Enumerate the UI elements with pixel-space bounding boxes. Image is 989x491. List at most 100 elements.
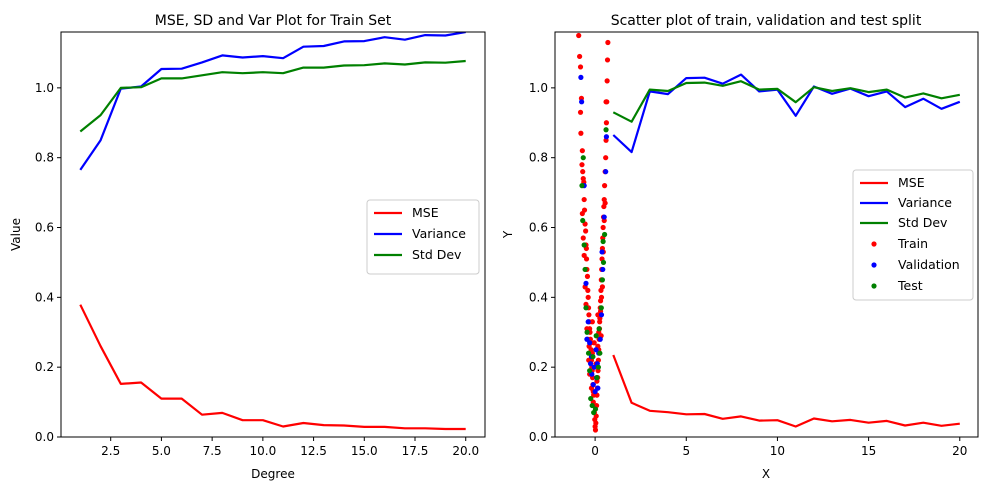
scatter-point-validation (585, 319, 591, 325)
y-tick-label: 0.8 (529, 151, 548, 165)
scatter-point-test (590, 354, 596, 360)
x-tick-label: 12.5 (300, 444, 327, 458)
scatter-point-validation (601, 214, 607, 220)
x-tick-label: 5.0 (152, 444, 171, 458)
scatter-point-test (597, 350, 603, 356)
y-tick-label: 0.4 (529, 290, 548, 304)
legend-label-mse: MSE (898, 175, 925, 190)
series-line-mse (612, 354, 960, 428)
scatter-point-train (602, 200, 608, 206)
y-tick-label: 0.6 (529, 221, 548, 235)
legend-swatch-validation (871, 262, 877, 268)
series-line-mse (79, 304, 466, 431)
scatter-point-test (600, 238, 606, 245)
scatter-point-train (578, 130, 584, 136)
y-axis-label: Value (9, 218, 23, 251)
scatter-point-train (599, 284, 606, 290)
scatter-point-validation (593, 347, 599, 353)
scatter-point-train (592, 427, 599, 433)
scatter-point-validation (587, 340, 593, 346)
scatter-point-train (604, 57, 611, 63)
scatter-point-validation (591, 364, 597, 370)
scatter-point-train (580, 235, 586, 241)
legend-swatch-test (871, 283, 877, 289)
scatter-point-train (595, 312, 601, 318)
scatter-point-validation (600, 266, 606, 273)
legend: MSE Variance Std Dev (366, 199, 480, 275)
chart-title: MSE, SD and Var Plot for Train Set (155, 13, 392, 29)
scatter-point-train (580, 169, 586, 175)
series-line-variance (79, 32, 466, 171)
x-tick-label: 15 (861, 444, 876, 458)
scatter-point-test (584, 329, 590, 335)
scatter-point-validation (587, 361, 594, 367)
y-tick-label: 0.0 (529, 430, 548, 444)
scatter-point-test (579, 183, 585, 189)
scatter-point-train (577, 53, 583, 60)
scatter-point-test (598, 305, 604, 311)
scatter-point-validation (583, 280, 589, 286)
scatter-point-validation (584, 336, 590, 342)
y-tick-label: 1.0 (529, 81, 548, 95)
axis-ticks: 2.5 5.0 7.5 10.0 12.5 15.0 17.5 20.0 0.0 0.2 0.4 0.… (35, 81, 479, 458)
legend-label-train: Train (897, 236, 928, 251)
scatter-point-train (593, 420, 599, 426)
scatter-point-train (591, 340, 597, 346)
legend-label-test: Test (897, 278, 923, 293)
x-tick-label: 7.5 (203, 444, 222, 458)
scatter-point-test (596, 326, 602, 332)
scatter-point-train (583, 228, 589, 234)
scatter-point-train (585, 287, 591, 293)
scatter-point-test (580, 217, 586, 224)
scatter-point-validation (598, 312, 605, 318)
scatter-point-train (603, 99, 609, 105)
scatter-point-test (581, 242, 587, 248)
x-tick-label: 0 (591, 444, 599, 458)
scatter-point-test (601, 231, 608, 238)
x-tick-label: 20 (952, 444, 967, 458)
scatter-point-train (604, 78, 610, 84)
chart-mse-sd-var: MSE, SD and Var Plot for Train Set Degre… (9, 13, 486, 481)
scatter-point-train (579, 148, 585, 154)
y-tick-label: 0.8 (35, 151, 54, 165)
scatter-point-train (579, 210, 585, 217)
x-axis-label: X (762, 467, 770, 481)
y-tick-label: 0.2 (529, 360, 548, 374)
scatter-point-train (603, 155, 609, 161)
scatter-point-validation (590, 382, 596, 388)
x-tick-label: 2.5 (101, 444, 120, 458)
scatter-point-test (600, 259, 607, 266)
scatter-point-test (588, 395, 594, 402)
scatter-point-train (584, 273, 591, 279)
y-tick-label: 1.0 (35, 81, 54, 95)
scatter-point-validation (597, 336, 603, 342)
axis-ticks: 0 5 10 15 20 0.0 0.2 0.4 0.6 0.8 1.0 (529, 81, 968, 458)
plot-frame (60, 31, 486, 438)
scatter-point-test (593, 333, 599, 339)
scatter-point-test (587, 368, 593, 374)
y-axis-label: Y (501, 230, 515, 239)
plot-frame (554, 31, 979, 438)
legend-label-std-dev: Std Dev (412, 247, 462, 262)
series-line-std-dev (79, 59, 466, 133)
scatter-point-test (580, 155, 586, 161)
scatter-point-train (601, 183, 608, 189)
chart-scatter-split: Scatter plot of train, validation and te… (501, 13, 979, 481)
scatter-point-train (585, 294, 591, 300)
scatter-point-validation (592, 389, 598, 395)
x-tick-label: 15.0 (351, 444, 378, 458)
x-tick-label: 20.0 (452, 444, 479, 458)
legend-label-std-dev: Std Dev (898, 215, 948, 230)
x-axis-label: Degree (251, 467, 295, 481)
scatter-point-train (605, 39, 611, 46)
series-lines (612, 73, 961, 428)
x-tick-label: 10 (770, 444, 785, 458)
scatter-point-test (585, 350, 592, 356)
legend-label-variance: Variance (898, 195, 952, 210)
legend: MSE Variance Std Dev Train Validation Te… (852, 169, 974, 301)
x-tick-label: 10.0 (249, 444, 276, 458)
series-line-variance (612, 73, 961, 154)
scatter-point-validation (603, 169, 609, 175)
